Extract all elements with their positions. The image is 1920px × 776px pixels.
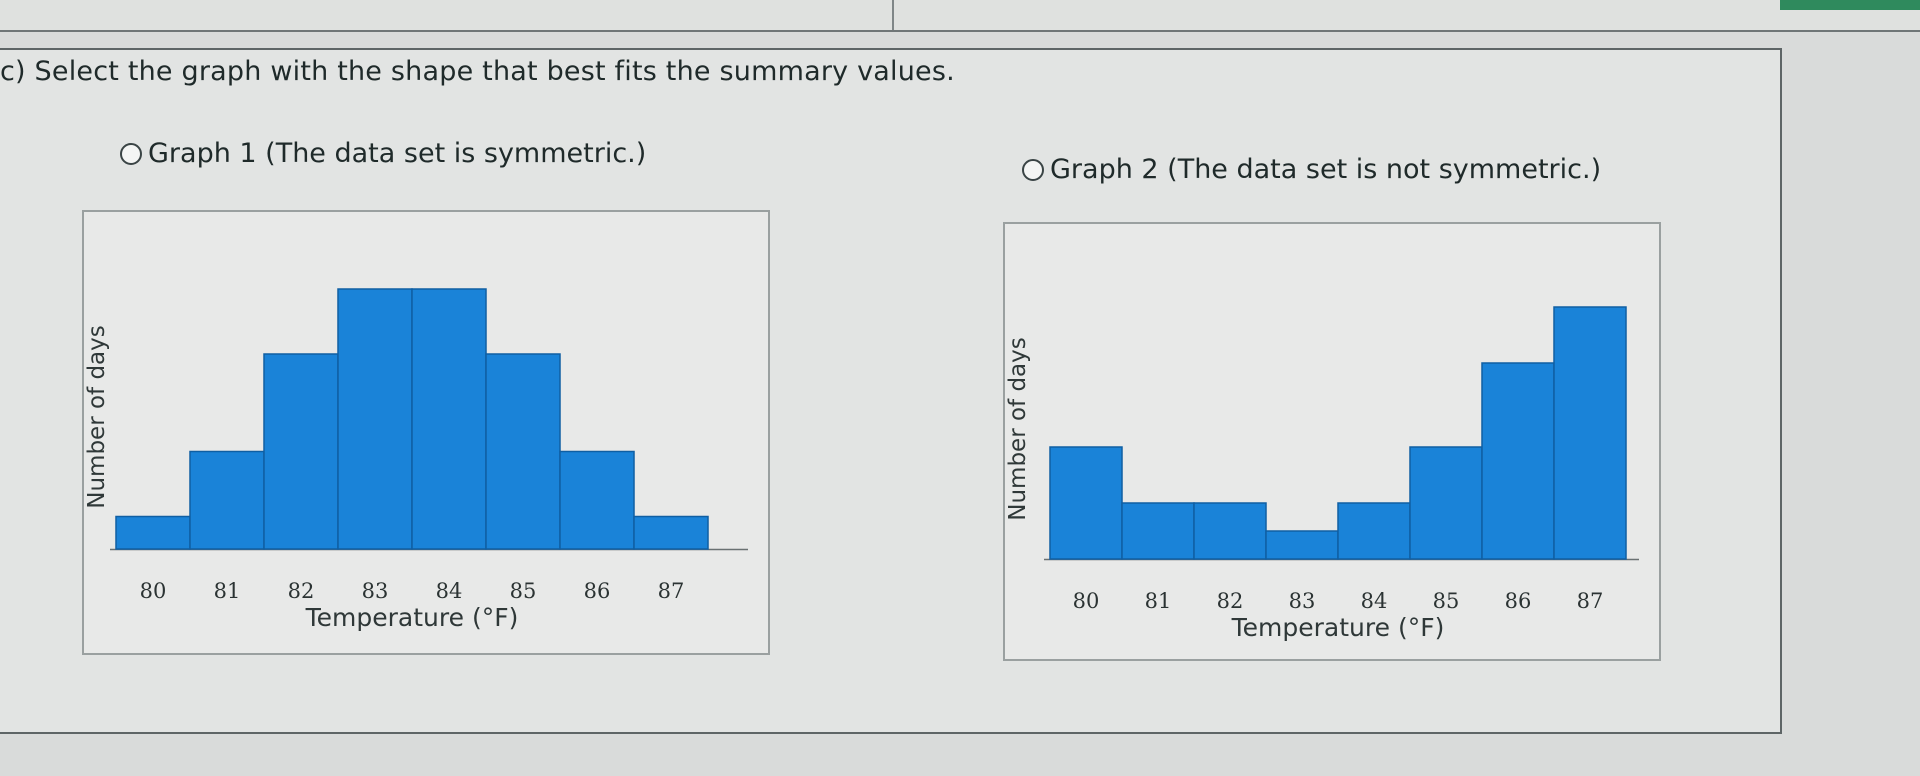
graph2-tick-label: 86 — [1505, 589, 1532, 613]
graph1-svg: 80 81 82 83 84 85 86 87 Temperature (°F) Number o… — [84, 288, 748, 632]
graph2-option[interactable]: Graph 2 (The data set is not symmetric.) — [1022, 154, 1601, 185]
graph1-tick-label: 87 — [658, 579, 685, 603]
graph1-bar-86 — [559, 450, 635, 550]
graph2-bar-83 — [1265, 530, 1339, 560]
graph2-svg: 80 81 82 83 84 85 86 87 Temperature (°F) Number o… — [1005, 306, 1639, 642]
graph2-bar-85 — [1409, 446, 1483, 560]
question-text: c) Select the graph with the shape that … — [0, 56, 955, 87]
graph1-radio[interactable] — [120, 142, 142, 165]
header-divider — [892, 0, 894, 30]
graph2-tick-label: 82 — [1217, 589, 1244, 613]
graph1-option[interactable]: Graph 1 (The data set is symmetric.) — [120, 138, 646, 169]
graph2-tick-label: 80 — [1073, 589, 1100, 613]
graph1-bar-85 — [485, 353, 561, 550]
graph1-tick-label: 86 — [584, 579, 611, 603]
graph1-tick-label: 84 — [436, 579, 463, 603]
graph1-bar-82 — [263, 353, 339, 550]
graph2-tick-label: 85 — [1433, 589, 1460, 613]
graph1-chart: 80 81 82 83 84 85 86 87 Temperature (°F) Number o… — [82, 210, 770, 655]
top-strip — [0, 0, 1920, 32]
graph2-tick-label: 84 — [1361, 589, 1388, 613]
graph2-tick-label: 81 — [1145, 589, 1172, 613]
graph1-x-axis-title: Temperature (°F) — [305, 603, 519, 632]
graph1-tick-label: 82 — [288, 579, 315, 603]
graph1-y-axis-title: Number of days — [84, 325, 110, 508]
graph1-bar-83 — [337, 288, 413, 550]
graph1-bar-84 — [411, 288, 487, 550]
graph2-bar-86 — [1481, 362, 1555, 560]
graph1-bar-87 — [633, 515, 709, 550]
graph1-bar-81 — [189, 450, 265, 550]
accent-bar — [1780, 0, 1920, 10]
graph2-chart: 80 81 82 83 84 85 86 87 Temperature (°F) Number o… — [1003, 222, 1661, 661]
graph2-y-axis-title: Number of days — [1005, 337, 1031, 520]
graph2-x-axis-title: Temperature (°F) — [1231, 613, 1445, 642]
graph2-tick-label: 83 — [1289, 589, 1316, 613]
graph2-bar-84 — [1337, 502, 1411, 560]
graph2-bar-81 — [1121, 502, 1195, 560]
graph2-option-label: Graph 2 (The data set is not symmetric.) — [1050, 154, 1602, 185]
graph2-bar-82 — [1193, 502, 1267, 560]
graph1-tick-label: 80 — [140, 579, 167, 603]
graph2-tick-label: 87 — [1577, 589, 1604, 613]
graph1-bar-80 — [115, 515, 191, 550]
graph2-radio[interactable] — [1022, 158, 1044, 181]
graph1-option-label: Graph 1 (The data set is symmetric.) — [148, 138, 647, 169]
graph2-bar-87 — [1553, 306, 1627, 560]
graph1-tick-label: 85 — [510, 579, 537, 603]
graph1-tick-label: 81 — [214, 579, 241, 603]
graph2-bar-80 — [1049, 446, 1123, 560]
graph1-tick-label: 83 — [362, 579, 389, 603]
